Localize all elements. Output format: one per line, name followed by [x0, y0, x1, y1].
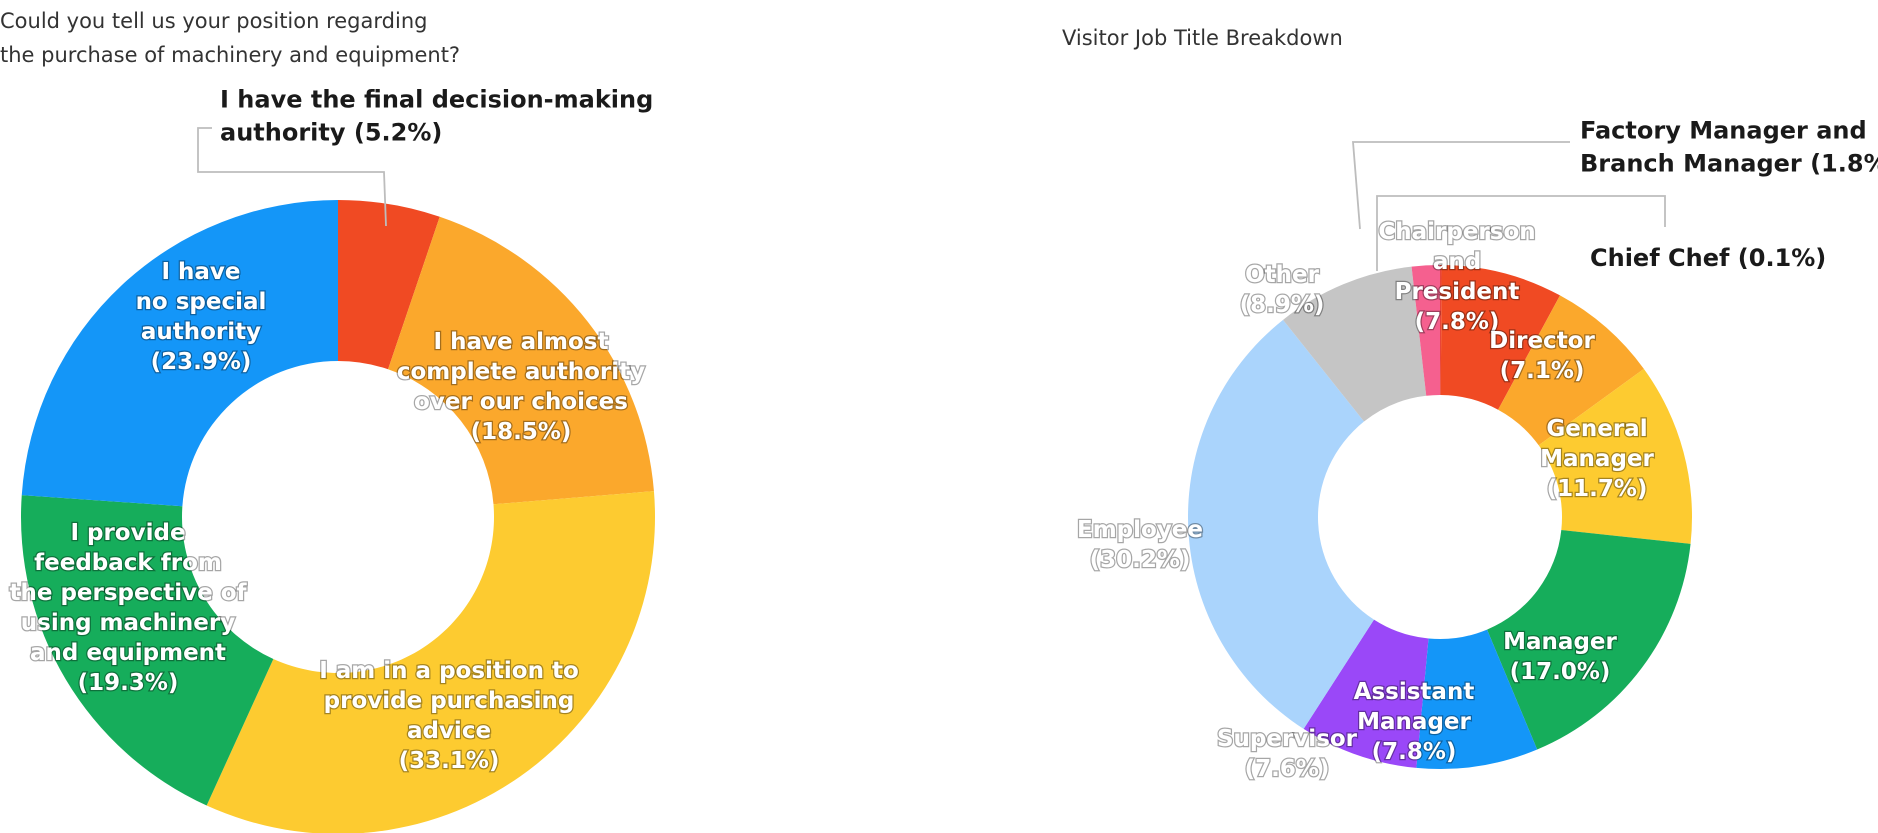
- slice-label-supervisor: Supervisor (7.6%): [1217, 726, 1358, 782]
- donut-slices: [1188, 265, 1692, 769]
- slice-label-factory-manager-and-branch-manager: Factory Manager and Branch Manager (1.8%): [1580, 117, 1878, 178]
- chart-title-line: Visitor Job Title Breakdown: [1062, 26, 1343, 50]
- chart-title: Visitor Job Title Breakdown: [1062, 26, 1343, 50]
- slice-assistant-manager: [1416, 629, 1538, 769]
- slice-label-i-am-in-a-position-to-provide-purchasing-advice: I am in a position to provide purchasing a…: [319, 658, 579, 774]
- chart-title-line: Could you tell us your position regardin…: [0, 9, 427, 33]
- slice-i-am-in-a-position-to-provide-purchasing-advice: [206, 491, 655, 833]
- job-title-donut-chart: Visitor Job Title Breakdown Chief Chef (…: [1062, 26, 1878, 784]
- slice-label-chairperson-and-president: Chairperson and President (7.8%): [1378, 219, 1535, 335]
- slice-chairperson-and-president: [1440, 265, 1561, 410]
- slice-other: [1283, 266, 1427, 422]
- slice-i-provide-feedback-from-the-perspective-of-using-machinery-and-equipment: [21, 495, 274, 806]
- slice-label-i-provide-feedback-from-the-perspective-of-using-machinery-and-equipment: I provide feedback from the perspective of…: [9, 520, 247, 696]
- leader-line: [1352, 141, 1570, 230]
- chart-title-line: the purchase of machinery and equipment?: [0, 43, 460, 67]
- slice-label-i-have-almost-complete-authority-over-our-choices: I have almost complete authority over our …: [397, 329, 645, 445]
- slice-label-assistant-manager: Assistant Manager (7.8%): [1354, 679, 1475, 765]
- slice-general-manager: [1538, 368, 1692, 544]
- chart-title: Could you tell us your position regardin…: [0, 9, 460, 67]
- slice-label-employee: Employee (30.2%): [1077, 517, 1203, 573]
- slice-factory-manager-and-branch-manager: [1411, 265, 1440, 396]
- slice-label-chief-chef: Chief Chef (0.1%): [1590, 244, 1826, 272]
- slice-i-have-the-final-decision-making-authority: [338, 200, 440, 370]
- donut-slices: [21, 200, 655, 833]
- slice-label-i-have-no-special-authority: I have no special authority (23.9%): [136, 259, 267, 375]
- slice-i-have-no-special-authority: [21, 200, 338, 507]
- slice-supervisor: [1303, 619, 1429, 768]
- slice-labels: Chief Chef (0.1%) Chairperson and President…: [1076, 117, 1878, 784]
- slice-label-director: Director (7.1%): [1489, 328, 1595, 384]
- slice-label-manager: Manager (17.0%): [1503, 629, 1617, 685]
- leader-line: [197, 127, 387, 227]
- authority-donut-chart: Could you tell us your position regardin…: [0, 9, 655, 833]
- slice-employee: [1188, 319, 1374, 729]
- slice-director: [1498, 295, 1644, 446]
- slice-labels: I have the final decision-making authorit…: [8, 86, 653, 776]
- slice-label-other: Other (8.9%): [1240, 262, 1325, 318]
- slice-manager: [1487, 530, 1691, 750]
- slice-chief-chef: [1440, 265, 1442, 396]
- slice-label-i-have-the-final-decision-making-authority: I have the final decision-making authorit…: [220, 86, 653, 147]
- slice-i-have-almost-complete-authority-over-our-choices: [388, 216, 654, 505]
- leader-line: [1376, 195, 1666, 271]
- slice-label-general-manager: General Manager (11.7%): [1540, 416, 1654, 502]
